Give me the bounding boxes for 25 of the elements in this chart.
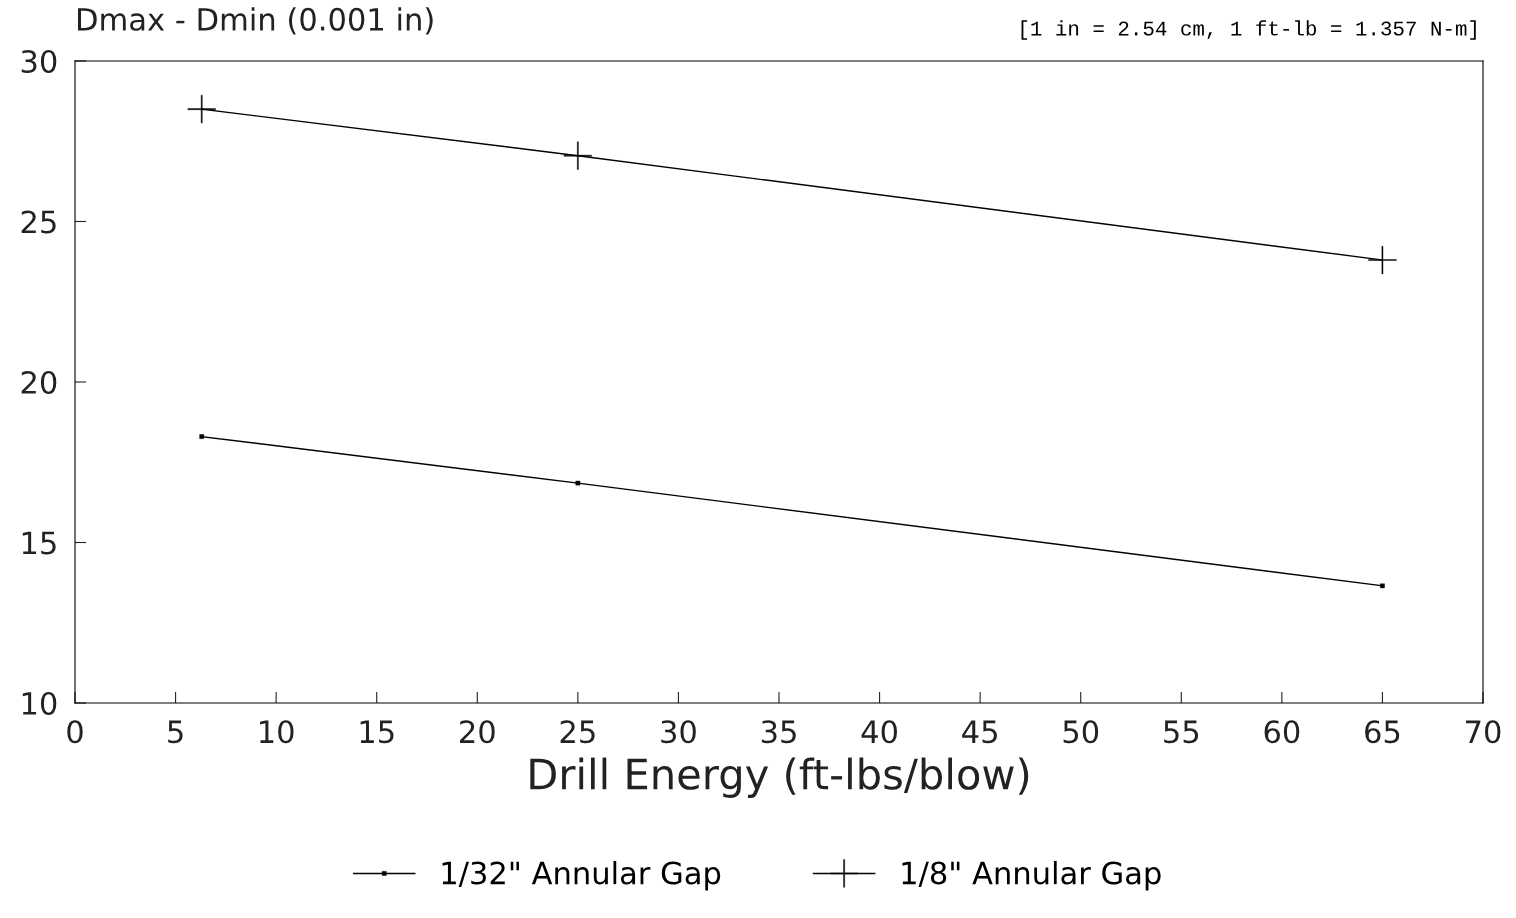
y-tick-label: 20 (21, 370, 57, 395)
x-axis-title: Drill Energy (ft-lbs/blow) (530, 757, 1029, 798)
y-axis-title: Dmax - Dmin (0.001 in) (78, 7, 433, 35)
x-tick-label: 40 (861, 720, 897, 744)
x-tick-label: 10 (260, 720, 294, 744)
x-tick-label: 5 (168, 720, 183, 744)
x-tick-label: 55 (1164, 720, 1199, 744)
x-tick-label: 30 (661, 720, 696, 744)
x-tick-label: 65 (1365, 720, 1400, 744)
legend-label: 1/8" Annular Gap (902, 860, 1161, 891)
x-tick-label: 25 (560, 720, 595, 744)
legend-label: 1/32" Annular Gap (442, 860, 721, 891)
x-tick-label: 60 (1264, 720, 1300, 744)
x-tick-label: 50 (1063, 720, 1099, 744)
text: [1 in = 2.54 cm, 1 ft-lb = 1.357 N-m] (1021, 20, 1476, 40)
x-tick-label: 15 (360, 720, 394, 744)
x-tick-label: 35 (761, 720, 796, 744)
x-tick-label: 45 (962, 720, 997, 744)
x-tick-label: 20 (460, 720, 495, 744)
y-tick-label: 30 (21, 49, 57, 74)
x-tick-label: 0 (67, 720, 83, 744)
y-tick-label: 15 (22, 531, 56, 555)
y-tick-label: 10 (22, 691, 57, 716)
x-tick-label: 70 (1466, 720, 1501, 744)
y-tick-label: 25 (21, 210, 56, 234)
